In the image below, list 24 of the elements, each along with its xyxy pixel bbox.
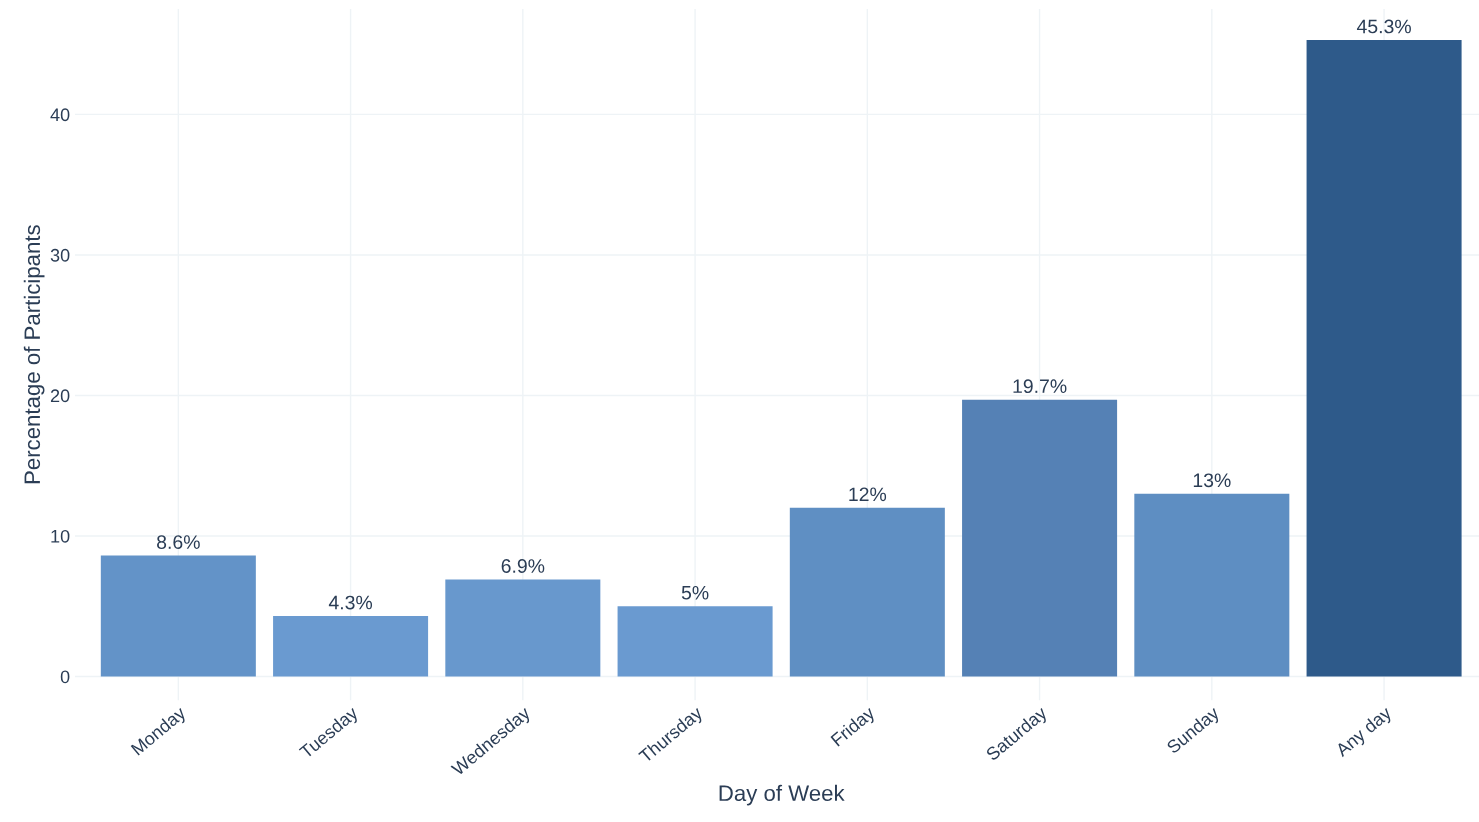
x-axis-title: Day of Week [719,784,845,806]
y-tick-label: 20 [50,389,70,403]
data-label: 5% [681,585,709,600]
bar [1306,39,1462,677]
data-label: 8.6% [157,535,200,549]
data-label: 45.3% [1356,19,1411,34]
data-label: 4.3% [328,595,373,610]
bar [789,507,945,677]
y-axis-title: Percentage of Participants [23,225,45,484]
data-label: 19.7% [1013,379,1067,394]
data-label: 12% [849,487,887,502]
bar [617,606,773,677]
y-tick-label: 30 [50,248,70,262]
x-tick-label: Any day [1334,705,1395,761]
bar [962,399,1118,677]
bar [1134,493,1290,677]
data-label: 13% [1193,473,1231,488]
bar [100,555,256,677]
y-tick-label: 10 [51,529,70,543]
y-tick-label: 0 [60,670,70,684]
bar [273,616,429,677]
data-label: 6.9% [501,559,545,573]
bar [445,579,601,677]
y-tick-label: 40 [50,108,70,122]
